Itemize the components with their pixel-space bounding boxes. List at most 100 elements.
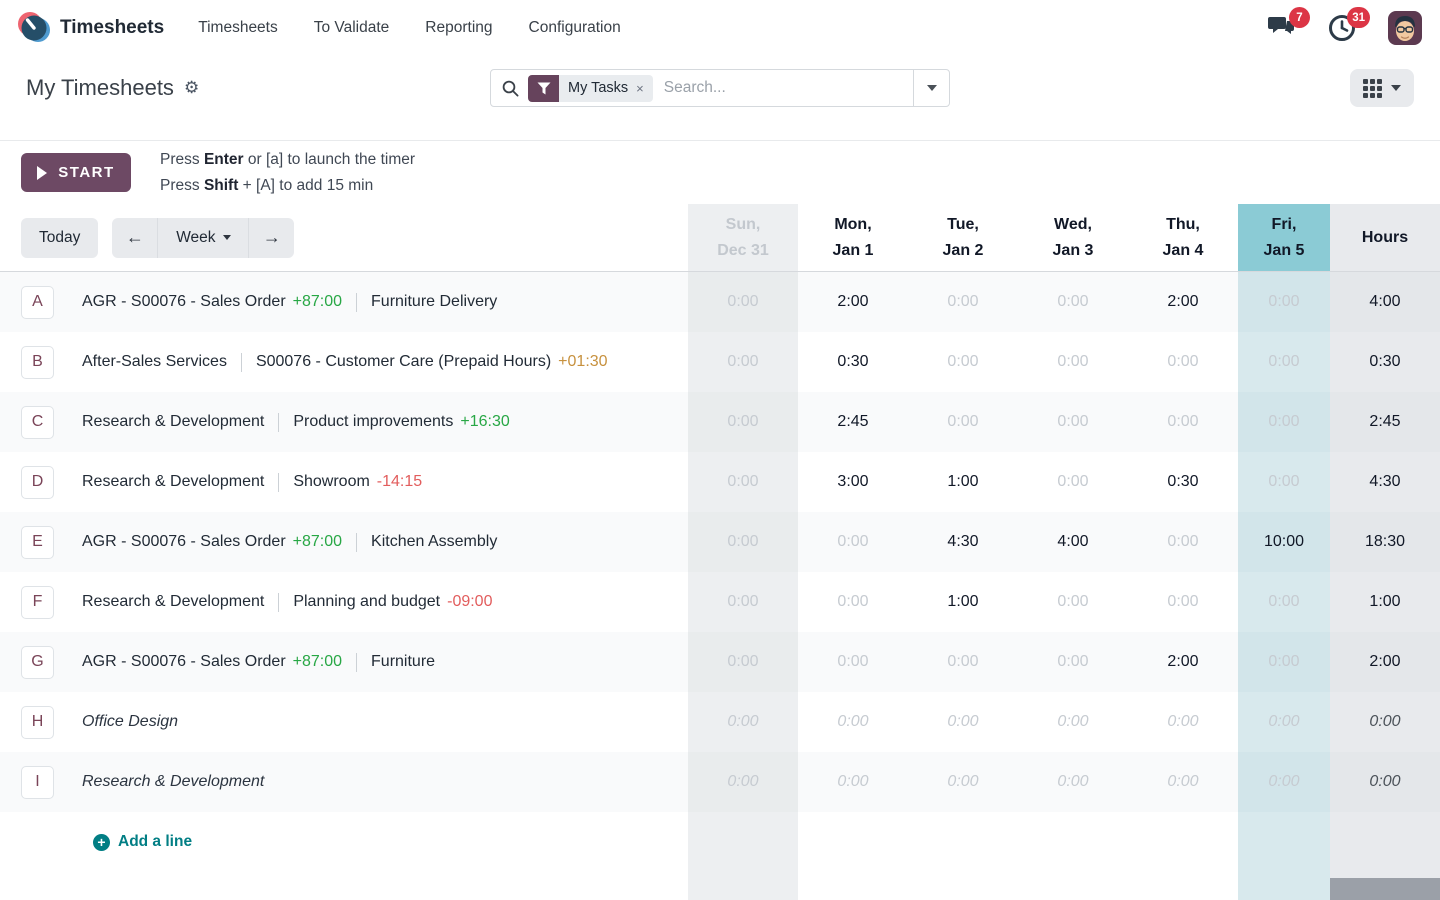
timesheet-cell[interactable]: 0:30 [1167, 473, 1199, 490]
project-name[interactable]: AGR - S00076 - Sales Order [82, 293, 286, 310]
timesheet-cell[interactable]: 0:00 [837, 713, 869, 730]
search-bar[interactable]: My Tasks × Search... [490, 69, 950, 107]
timesheet-cell[interactable]: 0:00 [947, 353, 979, 370]
task-name[interactable]: Product improvements [293, 413, 454, 430]
timesheet-cell[interactable]: 0:00 [1057, 593, 1089, 610]
task-name[interactable]: Planning and budget [293, 593, 441, 610]
timesheet-cell[interactable]: 0:00 [908, 272, 1018, 332]
column-header-thu: Thu, Jan 4 [1162, 215, 1204, 259]
timesheet-cell[interactable]: 2:00 [798, 272, 908, 332]
messages-button[interactable]: 7 [1268, 7, 1310, 42]
row-shortcut-badge: I [21, 765, 54, 799]
timesheet-cell[interactable]: 0:00 [688, 452, 798, 512]
timesheet-cell[interactable]: 0:00 [1238, 452, 1330, 512]
timesheet-cell[interactable]: 0:00 [1128, 392, 1238, 452]
timesheet-cell[interactable]: 0:00 [1018, 272, 1128, 332]
project-name[interactable]: Office Design [82, 713, 179, 730]
timesheet-cell[interactable]: 0:00 [1128, 512, 1238, 572]
horizontal-scrollbar-thumb[interactable] [1330, 878, 1440, 900]
timesheet-cell[interactable]: 0:00 [1238, 572, 1330, 632]
timesheet-cell[interactable]: 0:00 [908, 392, 1018, 452]
row-label: Research & Development Product improveme… [82, 412, 510, 432]
task-name[interactable]: Furniture [371, 653, 436, 670]
nav-item-configuration[interactable]: Configuration [528, 19, 621, 36]
timesheet-cell[interactable]: 0:00 [1057, 473, 1089, 490]
project-name[interactable]: Research & Development [82, 773, 265, 790]
column-header-fri-today: Fri, Jan 5 [1238, 204, 1330, 271]
next-week-button[interactable]: → [249, 218, 294, 258]
timesheet-cell[interactable]: 0:00 [688, 752, 798, 812]
timesheet-row: D Research & Development Showroom -14:15… [0, 452, 1440, 512]
task-name[interactable]: S00076 - Customer Care (Prepaid Hours) [255, 353, 552, 370]
project-name[interactable]: AGR - S00076 - Sales Order [82, 653, 286, 670]
timesheet-cell[interactable]: 0:00 [688, 572, 798, 632]
view-switcher-button[interactable] [1350, 69, 1414, 107]
timesheet-cell[interactable]: 2:45 [798, 392, 908, 452]
range-selector-button[interactable]: Week [157, 217, 250, 258]
timesheet-cell[interactable]: 0:00 [1057, 353, 1089, 370]
search-dropdown-toggle[interactable] [913, 70, 949, 106]
timesheet-cell[interactable]: 0:00 [1238, 692, 1330, 752]
project-name[interactable]: After-Sales Services [82, 353, 227, 370]
timesheet-cell[interactable]: 0:00 [1238, 392, 1330, 452]
task-name[interactable]: Kitchen Assembly [371, 533, 498, 550]
nav-item-reporting[interactable]: Reporting [425, 19, 493, 36]
timesheet-cell[interactable]: 0:00 [1018, 392, 1128, 452]
timesheet-cell[interactable]: 0:30 [837, 353, 869, 370]
timesheet-cell[interactable]: 1:00 [947, 473, 979, 490]
nav-item-timesheets[interactable]: Timesheets [198, 19, 278, 36]
empty-cell [688, 812, 798, 872]
nav-item-to-validate[interactable]: To Validate [313, 19, 390, 36]
timesheet-cell[interactable]: 0:00 [947, 713, 979, 730]
prev-week-button[interactable]: ← [112, 218, 157, 258]
task-name[interactable]: Furniture Delivery [371, 293, 498, 310]
timesheet-cell[interactable]: 0:00 [1238, 632, 1330, 692]
timesheet-cell[interactable]: 0:00 [1167, 353, 1199, 370]
task-name[interactable]: Showroom [293, 473, 370, 490]
timesheet-cell[interactable]: 2:00 [1128, 632, 1238, 692]
timesheet-cell[interactable]: 0:00 [1018, 632, 1128, 692]
filter-funnel-icon [528, 74, 559, 102]
timesheet-cell[interactable]: 0:00 [908, 752, 1018, 812]
timesheets-app-icon[interactable] [18, 12, 50, 44]
search-input[interactable]: Search... [663, 79, 726, 96]
timesheet-cell[interactable]: 0:00 [688, 512, 798, 572]
timesheet-cell[interactable]: 2:00 [1128, 272, 1238, 332]
activities-button[interactable]: 31 [1328, 7, 1370, 42]
timesheet-cell[interactable]: 4:00 [1018, 512, 1128, 572]
timesheet-cell[interactable]: 0:00 [798, 632, 908, 692]
timesheet-cell[interactable]: 0:00 [798, 752, 908, 812]
timesheet-cell[interactable]: 0:00 [908, 632, 1018, 692]
project-name[interactable]: Research & Development [82, 473, 265, 490]
timesheet-cell[interactable]: 0:00 [1167, 593, 1199, 610]
settings-gear-icon[interactable]: ⚙ [183, 78, 200, 97]
timesheet-cell[interactable]: 0:00 [798, 512, 908, 572]
timesheet-cell[interactable]: 0:00 [837, 593, 869, 610]
timesheet-cell[interactable]: 0:00 [1238, 272, 1330, 332]
empty-cell [1238, 812, 1330, 872]
timesheet-cell[interactable]: 0:00 [688, 272, 798, 332]
timesheet-cell[interactable]: 10:00 [1238, 512, 1330, 572]
timesheet-cell[interactable]: 0:00 [1057, 713, 1089, 730]
start-timer-button[interactable]: START [21, 153, 131, 192]
timesheet-cell[interactable]: 0:00 [1018, 752, 1128, 812]
user-avatar[interactable] [1388, 11, 1422, 45]
timesheet-cell[interactable]: 0:00 [688, 692, 798, 752]
timesheet-cell[interactable]: 0:00 [688, 392, 798, 452]
facet-remove-icon[interactable]: × [636, 80, 644, 96]
timesheet-cell[interactable]: 0:00 [1238, 332, 1330, 392]
timesheet-cell[interactable]: 0:00 [688, 632, 798, 692]
timesheet-cell[interactable]: 4:30 [908, 512, 1018, 572]
timesheet-cell[interactable]: 0:00 [688, 332, 798, 392]
timesheet-cell[interactable]: 0:00 [1238, 752, 1330, 812]
timesheet-cell[interactable]: 0:00 [1167, 713, 1199, 730]
timesheet-cell[interactable]: 1:00 [947, 593, 979, 610]
project-name[interactable]: Research & Development [82, 413, 265, 430]
date-range-group: ← Week → [112, 217, 295, 258]
today-button[interactable]: Today [21, 217, 99, 258]
timesheet-cell[interactable]: 0:00 [1128, 752, 1238, 812]
add-a-line-button[interactable]: + Add a line [93, 833, 192, 851]
project-name[interactable]: AGR - S00076 - Sales Order [82, 533, 286, 550]
project-name[interactable]: Research & Development [82, 593, 265, 610]
timesheet-cell[interactable]: 3:00 [837, 473, 869, 490]
